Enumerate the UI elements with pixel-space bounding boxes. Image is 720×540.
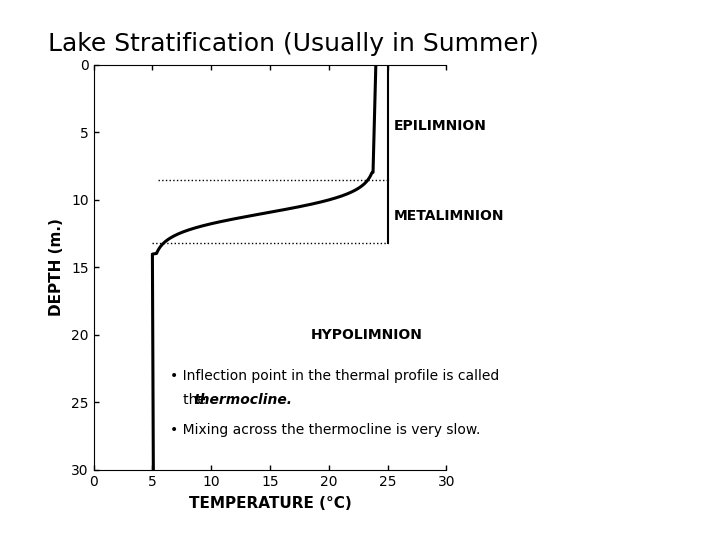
Y-axis label: DEPTH (m.): DEPTH (m.)	[49, 218, 64, 316]
Text: Lake Stratification (Usually in Summer): Lake Stratification (Usually in Summer)	[48, 32, 539, 56]
Text: HYPOLIMNION: HYPOLIMNION	[311, 328, 423, 342]
Text: EPILIMNION: EPILIMNION	[393, 119, 486, 132]
X-axis label: TEMPERATURE (°C): TEMPERATURE (°C)	[189, 496, 351, 511]
Text: METALIMNION: METALIMNION	[393, 209, 504, 223]
Text: thermocline.: thermocline.	[194, 393, 292, 407]
Text: • Mixing across the thermocline is very slow.: • Mixing across the thermocline is very …	[170, 422, 480, 436]
Text: • Inflection point in the thermal profile is called: • Inflection point in the thermal profil…	[170, 368, 499, 382]
Text: the: the	[170, 393, 210, 407]
